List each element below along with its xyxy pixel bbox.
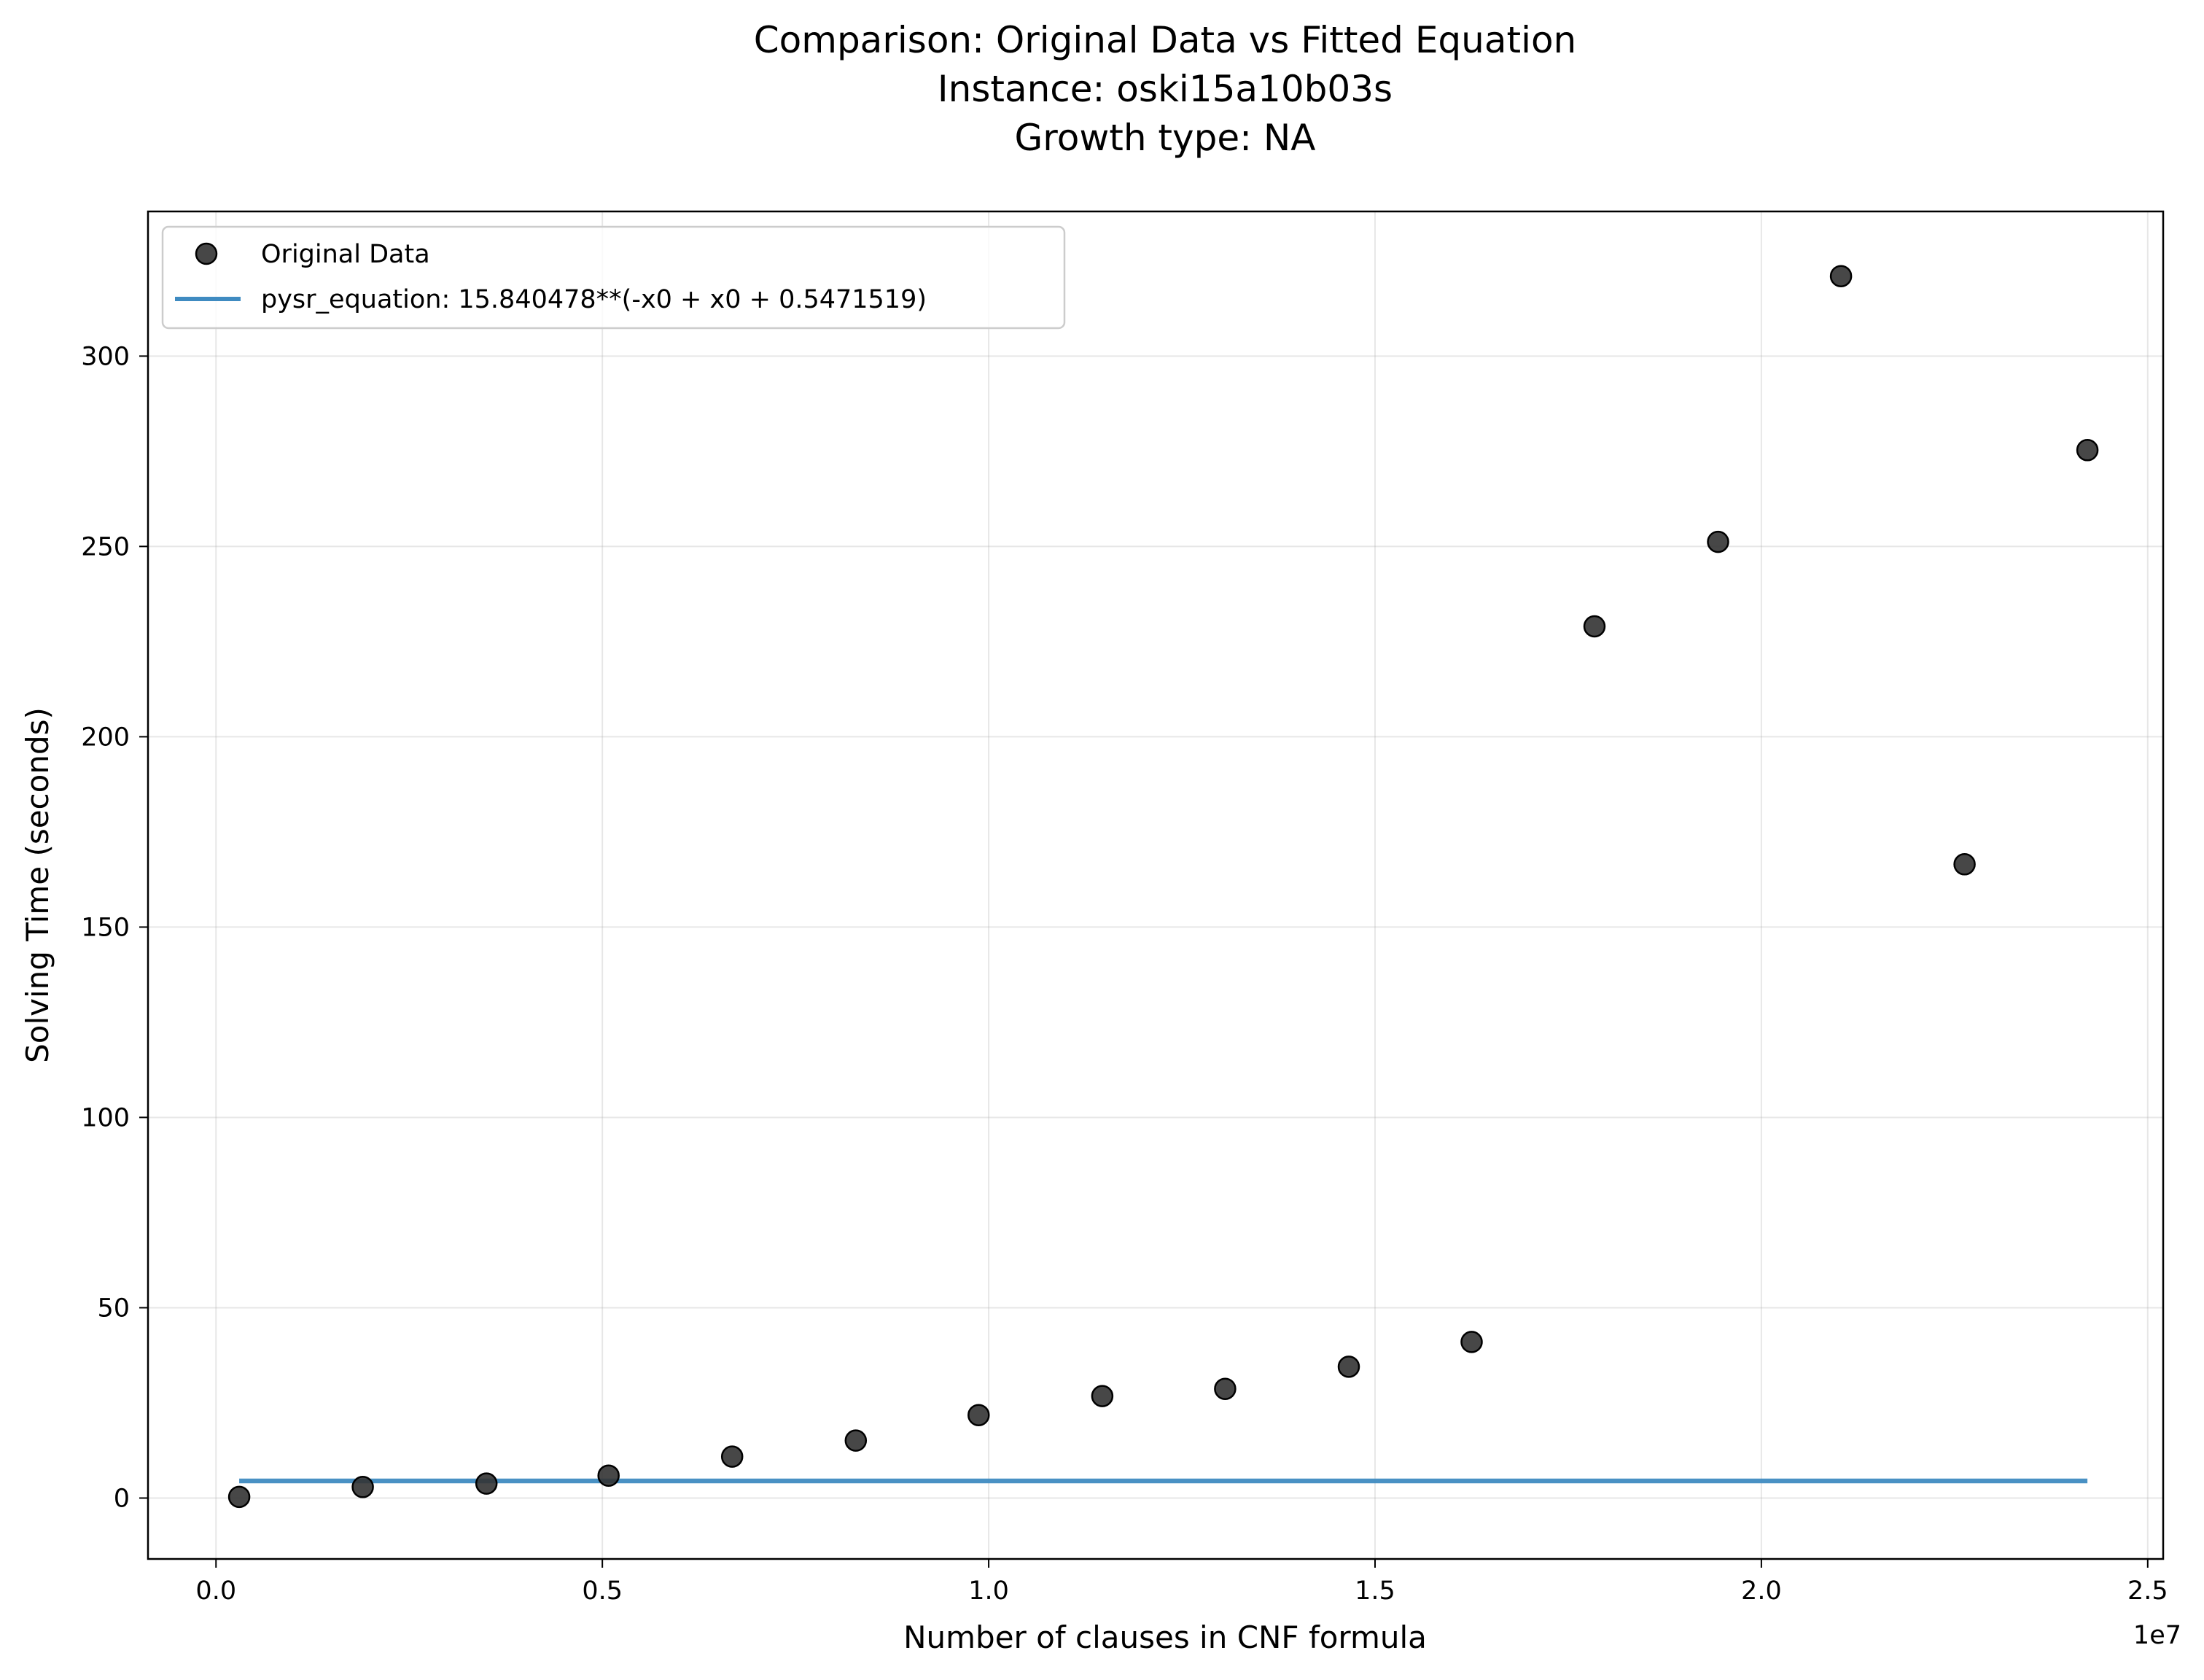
y-tick-label: 200 <box>81 723 130 752</box>
data-point <box>1953 853 1976 876</box>
x-tick-label: 0.5 <box>582 1576 623 1606</box>
plot-area-frame <box>147 210 2165 1560</box>
data-points-layer <box>227 265 2099 1509</box>
data-point <box>1583 615 1606 638</box>
data-point <box>720 1445 744 1468</box>
x-tick-label: 2.0 <box>1741 1576 1782 1606</box>
data-point <box>1091 1385 1114 1407</box>
data-point <box>1707 530 1729 553</box>
x-tick-label: 1.5 <box>1355 1576 1395 1606</box>
y-tick-label: 150 <box>81 913 130 942</box>
legend-box <box>161 225 1066 330</box>
legend: Original Data pysr_equation: 15.840478**… <box>161 225 1066 330</box>
title-line-2: Instance: oski15a10b03s <box>938 68 1393 110</box>
data-point <box>2076 439 2099 462</box>
data-point <box>351 1476 374 1498</box>
y-tick-label: 250 <box>81 532 130 561</box>
x-axis-label: Number of clauses in CNF formula <box>903 1619 1427 1655</box>
legend-marker-original-data <box>195 242 218 265</box>
data-point <box>1214 1377 1237 1400</box>
x-axis-offset-label: 1e7 <box>2133 1621 2181 1650</box>
y-tick-label: 300 <box>81 342 130 371</box>
title-line-3: Growth type: NA <box>1015 117 1316 159</box>
data-point <box>597 1464 620 1487</box>
axis-ticks: 0.0 0.5 1.0 1.5 2.0 2.5 0 50 100 150 200 250 300 <box>81 342 2168 1606</box>
legend-label-original-data: Original Data <box>261 240 430 269</box>
legend-label-pysr-equation: pysr_equation: 15.840478**(-x0 + x0 + 0.… <box>261 285 927 314</box>
x-tick-label: 0.0 <box>195 1576 236 1606</box>
y-tick-label: 100 <box>81 1103 130 1132</box>
data-point <box>967 1404 990 1426</box>
data-point <box>1337 1356 1360 1378</box>
y-tick-label: 50 <box>97 1294 130 1323</box>
data-point <box>227 1485 251 1509</box>
title-line-1: Comparison: Original Data vs Fitted Equa… <box>754 19 1577 61</box>
chart-title: Comparison: Original Data vs Fitted Equa… <box>754 19 1577 159</box>
data-point <box>1829 265 1853 287</box>
grid-lines <box>148 211 2163 1559</box>
y-tick-label: 0 <box>114 1484 130 1513</box>
x-tick-label: 2.5 <box>2127 1576 2168 1606</box>
data-point <box>1460 1331 1483 1353</box>
x-tick-label: 1.0 <box>968 1576 1009 1606</box>
y-axis-label: Solving Time (seconds) <box>20 707 55 1063</box>
data-point <box>844 1429 868 1452</box>
data-point <box>475 1472 498 1495</box>
